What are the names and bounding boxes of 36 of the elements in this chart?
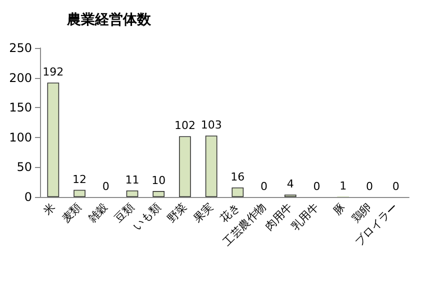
bar — [47, 82, 60, 197]
x-tick-label: 雑穀 — [86, 200, 110, 226]
x-tick-label: 豆類 — [112, 200, 137, 226]
y-tick-label: 200 — [9, 70, 32, 85]
data-label: 11 — [125, 173, 140, 186]
bar — [232, 187, 244, 197]
bar — [74, 190, 86, 197]
x-tick-label: 麦類 — [59, 200, 84, 226]
x-tick-label: 果実 — [191, 200, 216, 226]
bar — [179, 136, 191, 197]
chart-title: 農業経営体数 — [66, 12, 152, 28]
y-tick-label: 50 — [16, 160, 32, 174]
data-label: 0 — [102, 180, 110, 193]
bar — [205, 136, 218, 197]
data-label: 192 — [42, 66, 64, 79]
data-label: 10 — [152, 174, 166, 188]
data-label: 0 — [392, 180, 400, 193]
y-tick-label: 100 — [9, 130, 32, 144]
bar — [126, 190, 138, 197]
x-tick-label: 野菜 — [164, 200, 190, 226]
data-label: 0 — [366, 180, 373, 193]
data-label: 0 — [260, 180, 268, 193]
data-label: 103 — [200, 118, 222, 132]
x-tick-label: 米 — [40, 200, 58, 218]
y-tick-label: 0 — [24, 190, 32, 204]
data-label: 1 — [340, 179, 347, 192]
data-label: 16 — [230, 170, 245, 184]
data-label: 0 — [313, 180, 320, 193]
x-tick-label: 豚 — [330, 200, 348, 218]
data-label: 12 — [72, 172, 87, 186]
data-label: 4 — [286, 178, 294, 191]
y-tick-label: 250 — [9, 41, 32, 55]
y-tick-label: 150 — [9, 100, 32, 115]
x-tick-label: 鶏卵 — [349, 200, 374, 226]
data-label: 102 — [174, 119, 196, 132]
bar — [152, 191, 165, 197]
